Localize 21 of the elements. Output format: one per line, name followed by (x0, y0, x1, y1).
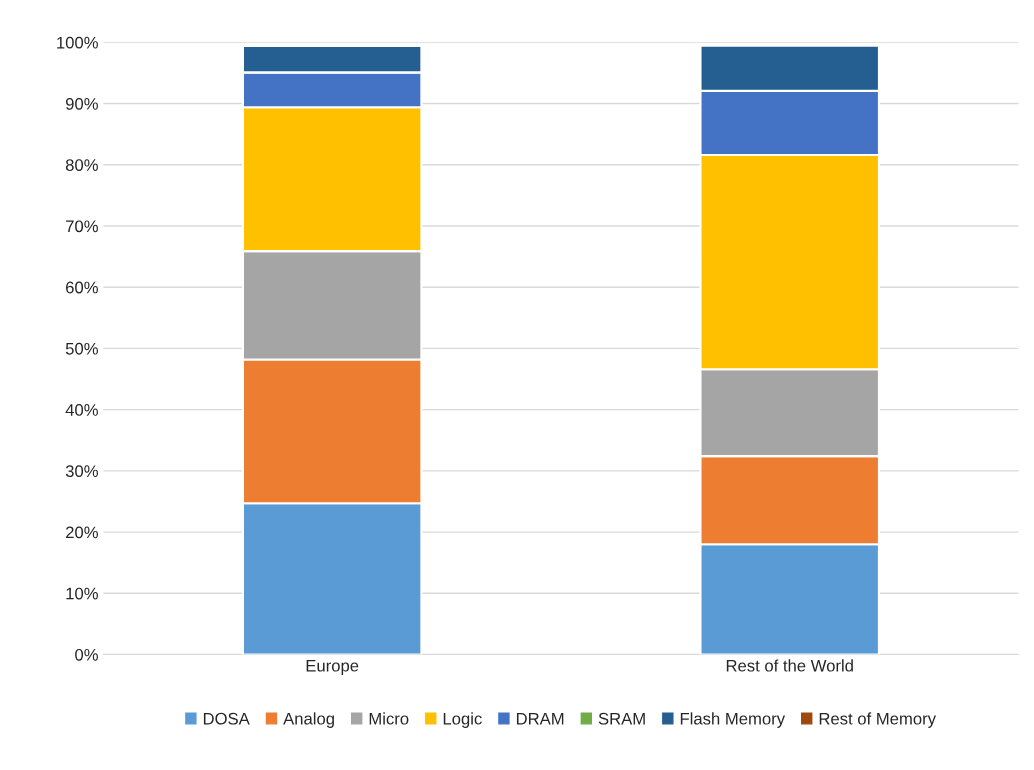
legend-label: Rest of Memory (819, 712, 936, 728)
y-tick-label: 100% (57, 36, 98, 49)
y-tick-label: 30% (65, 465, 98, 478)
y-tick-label: 50% (65, 342, 98, 355)
legend-label: DOSA (203, 712, 250, 725)
y-tick-label: 60% (66, 281, 98, 294)
y-tick-label: 90% (65, 97, 98, 110)
legend-label: SRAM (598, 712, 645, 725)
legend-label: Micro (369, 712, 409, 725)
y-tick-label: 20% (66, 526, 98, 539)
x-tick-label: Rest of the World (726, 659, 853, 672)
legend-label: Logic (443, 712, 482, 728)
y-tick-label: 70% (66, 220, 98, 233)
legend-label: Analog (283, 712, 334, 728)
y-tick-label: 80% (65, 159, 98, 171)
x-tick-label: Europe (306, 659, 359, 675)
legend-label: DRAM (516, 712, 564, 725)
y-tick-label: 0% (75, 648, 98, 661)
y-tick-label: 40% (65, 404, 98, 416)
legend-label: Flash Memory (680, 712, 786, 728)
y-tick-label: 10% (66, 587, 98, 600)
